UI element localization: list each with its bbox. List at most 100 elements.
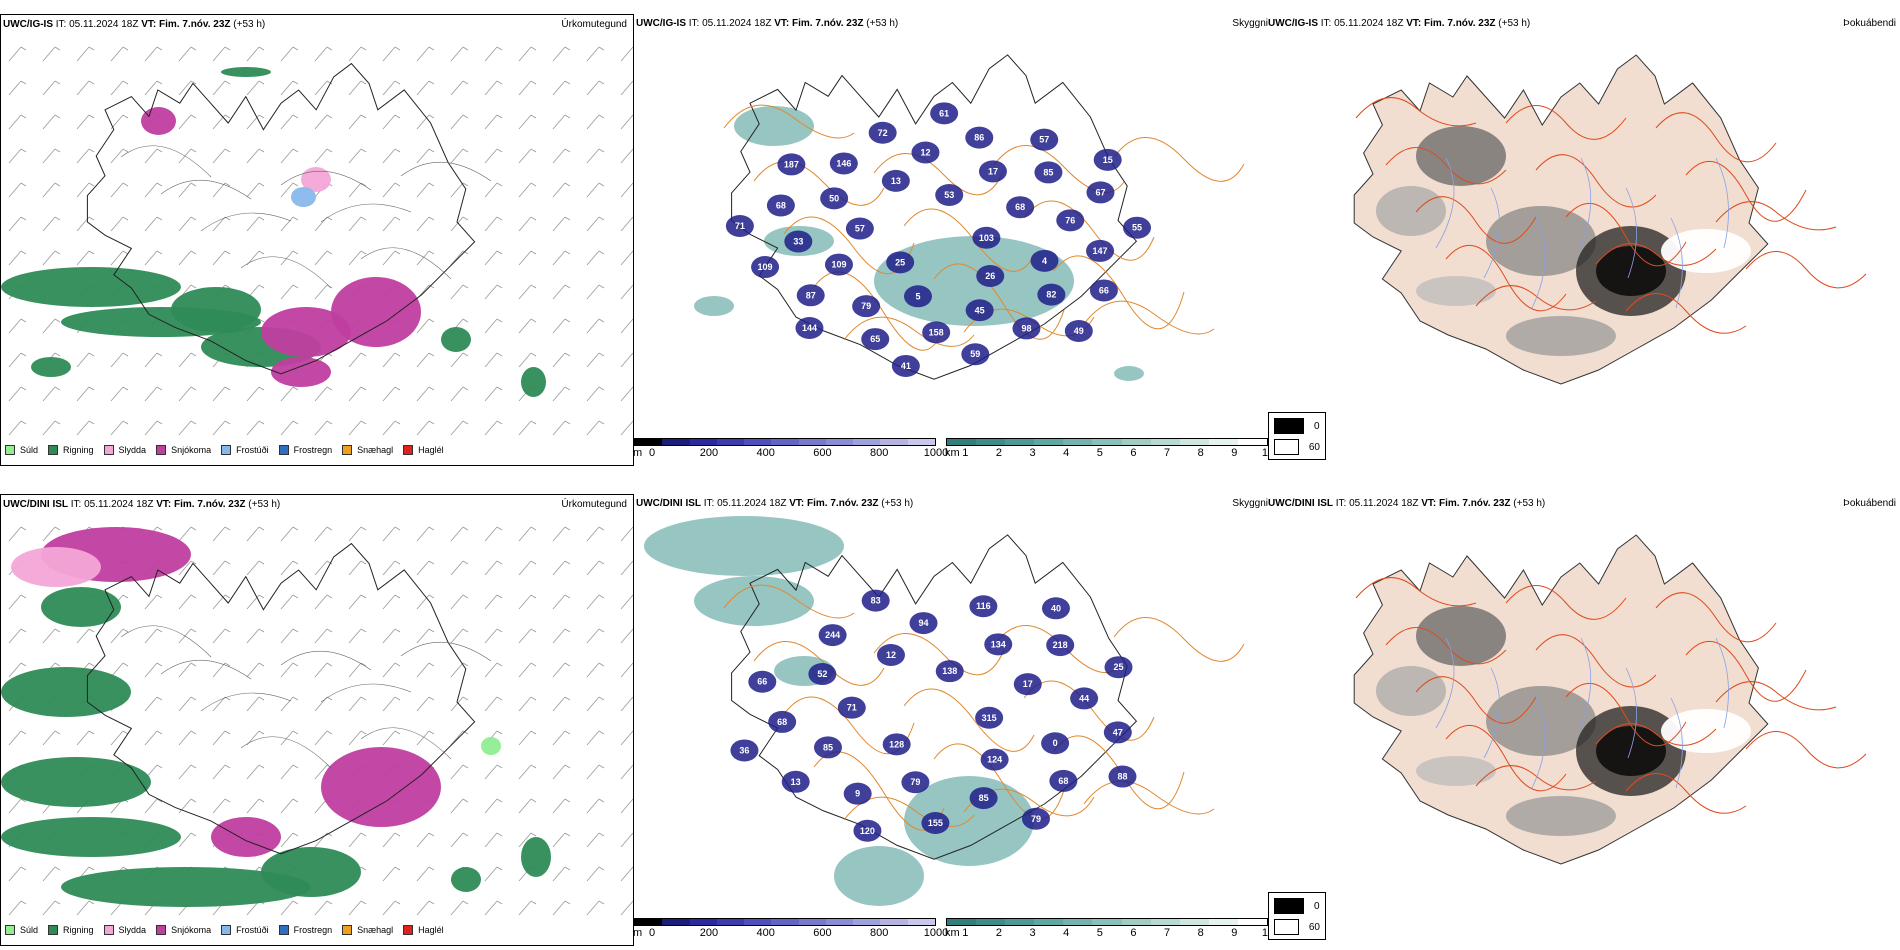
colorbar-cell (662, 439, 690, 445)
wind-barb (518, 662, 537, 678)
cloud-base-value: 4 (1042, 256, 1047, 266)
cloud-base-value: 15 (1103, 155, 1113, 165)
fog-index-area (1376, 186, 1446, 236)
wind-barb (518, 560, 537, 576)
colorbar-cell (1092, 439, 1122, 445)
wind-barb (178, 764, 197, 780)
cloud-base-value: 47 (1113, 727, 1123, 737)
wind-barb (484, 352, 503, 368)
colorbar-cell (1121, 439, 1151, 445)
wind-barb (42, 216, 61, 232)
wind-barb (42, 730, 61, 746)
cloud-base-value: 109 (831, 260, 846, 270)
legend-label: Snæhagl (357, 925, 394, 935)
cloud-base-area (922, 321, 951, 344)
colorbar-cell (771, 439, 799, 445)
precip-legend: Súld Rigning Slydda Snjókoma Frostúði Frostre… (5, 445, 444, 455)
road (400, 641, 492, 662)
cloud-base-value: 72 (878, 128, 888, 138)
wind-barb (8, 798, 27, 814)
wind-barb (178, 80, 197, 96)
wind-barb (450, 420, 469, 436)
cloud-base-area (886, 251, 915, 274)
cloud-base-value: 66 (1099, 285, 1109, 295)
cloud-base-value: 79 (910, 777, 920, 787)
colorbar-tick: 2 (995, 927, 1002, 939)
fog-key-label: 60 (1308, 441, 1320, 453)
wind-barb (110, 148, 129, 164)
wind-barb (518, 182, 537, 198)
wind-barb (8, 182, 27, 198)
wind-barb (246, 696, 265, 712)
cloud-base-area (1041, 732, 1070, 755)
wind-barb (518, 730, 537, 746)
wind-barb (348, 114, 367, 130)
wind-barb (212, 148, 231, 164)
wind-barb (110, 250, 129, 266)
wind-barb (416, 526, 435, 542)
fog-key-swatch (1274, 919, 1299, 935)
road (360, 247, 452, 280)
colorbar-cell (689, 919, 717, 925)
cloud-base-value: 44 (1079, 693, 1089, 703)
cloud-base-value: 85 (979, 793, 989, 803)
colorbar-tick: 800 (870, 927, 889, 939)
wind-barb (620, 628, 633, 644)
cloud-base-area (1030, 128, 1059, 151)
wind-barb (178, 594, 197, 610)
panel-title: Skyggni (1232, 498, 1268, 509)
wind-barb (348, 560, 367, 576)
road (1625, 773, 1747, 814)
precip-area (291, 187, 316, 207)
wind-barb (450, 798, 469, 814)
cloud-base-value: 25 (1114, 662, 1124, 672)
wind-barb (8, 594, 27, 610)
colorbar-cell (771, 919, 799, 925)
wind-barb (552, 420, 571, 436)
road (1535, 154, 1657, 208)
fog-key-label: 0 (1314, 420, 1320, 432)
colorbar-cell (853, 919, 881, 925)
wind-barb (314, 250, 333, 266)
colorbar-tick: 600 (813, 447, 832, 459)
fog-index-area (1506, 796, 1616, 836)
legend-item: Frostregn (278, 445, 332, 455)
cloud-base-area (768, 710, 797, 733)
road (1475, 285, 1597, 311)
cloud-base-value: 17 (1023, 679, 1033, 689)
cloud-base-value: 120 (860, 826, 875, 836)
road (1385, 627, 1507, 665)
road (1715, 201, 1837, 231)
cloud-base-value: 68 (776, 200, 786, 210)
wind-barb (280, 114, 299, 130)
wind-barb (348, 832, 367, 848)
wind-barb (178, 46, 197, 62)
wind-barb (178, 216, 197, 232)
cloud-base-value: 98 (1021, 323, 1031, 333)
cloud-base-area (976, 265, 1005, 288)
fog-key: 0 60 (1268, 892, 1326, 940)
wind-barb (178, 832, 197, 848)
cloud-base-area (813, 736, 842, 759)
colorbar-cell (1150, 439, 1180, 445)
wind-barb (416, 114, 435, 130)
wind-barb (586, 114, 605, 130)
wind-barb (586, 148, 605, 164)
wind-barb (620, 730, 633, 746)
road (400, 161, 492, 182)
river (1435, 637, 1455, 729)
wind-barb (348, 216, 367, 232)
colorbar-tick: 200 (699, 447, 719, 459)
cloud-base-area (818, 624, 847, 647)
colorbar-tick: 8 (1197, 447, 1204, 459)
colorbar-cell (853, 439, 881, 445)
wind-barb (586, 594, 605, 610)
precip-area (11, 547, 101, 587)
wind-barb (552, 182, 571, 198)
wind-barb (382, 80, 401, 96)
fog-key-row: 0 (1274, 418, 1320, 434)
wind-barb (348, 900, 367, 916)
wind-barb (620, 798, 633, 814)
colorbar-cell (798, 439, 826, 445)
wind-barb (382, 114, 401, 130)
